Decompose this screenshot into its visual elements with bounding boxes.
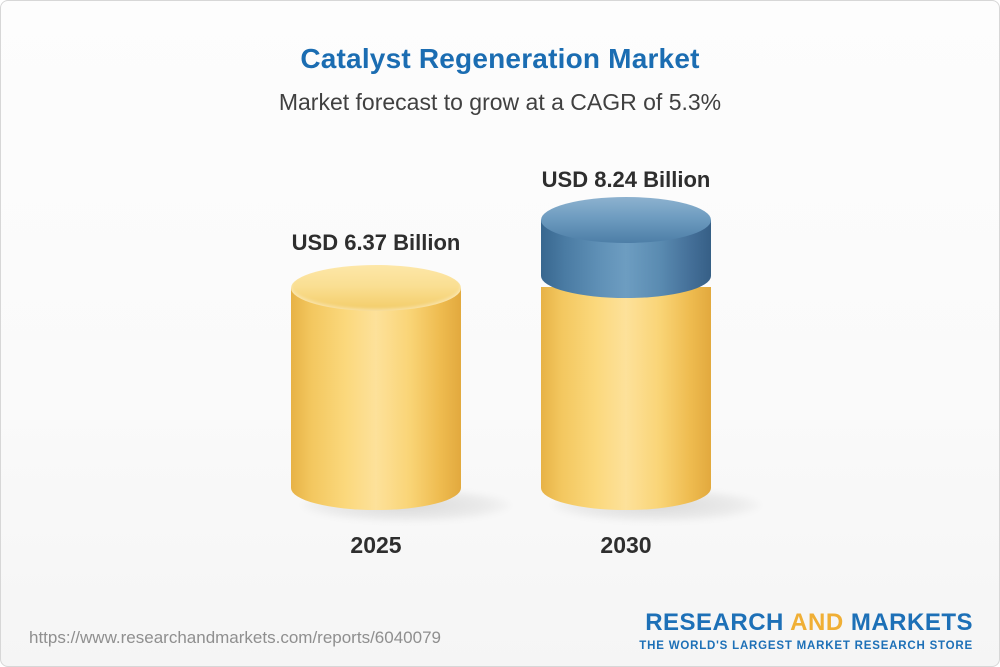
bar-2030-cylinder-body	[541, 287, 711, 510]
bar-2030-cylinder-top	[541, 197, 711, 243]
bar-2025-cylinder-top	[291, 265, 461, 311]
footer: https://www.researchandmarkets.com/repor…	[1, 604, 999, 666]
bar-2025-cylinder-body	[291, 288, 461, 510]
bar-2030-category-label: 2030	[600, 532, 652, 558]
chart-title: Catalyst Regeneration Market	[300, 43, 700, 74]
logo-wordmark: RESEARCH AND MARKETS	[639, 609, 973, 637]
logo-word-research: RESEARCH	[645, 609, 784, 636]
research-and-markets-logo: RESEARCH AND MARKETS THE WORLD'S LARGEST…	[639, 609, 973, 652]
report-url-link[interactable]: https://www.researchandmarkets.com/repor…	[29, 628, 441, 647]
bar-2030-value-label: USD 8.24 Billion	[541, 167, 711, 192]
logo-word-markets: MARKETS	[850, 609, 973, 636]
bar-2025-value-label: USD 6.37 Billion	[291, 230, 461, 255]
logo-tagline: THE WORLD'S LARGEST MARKET RESEARCH STOR…	[639, 640, 973, 652]
bar-2025-category-label: 2025	[350, 532, 402, 558]
logo-word-and: AND	[790, 609, 844, 636]
chart-subtitle: Market forecast to grow at a CAGR of 5.3…	[278, 89, 722, 115]
